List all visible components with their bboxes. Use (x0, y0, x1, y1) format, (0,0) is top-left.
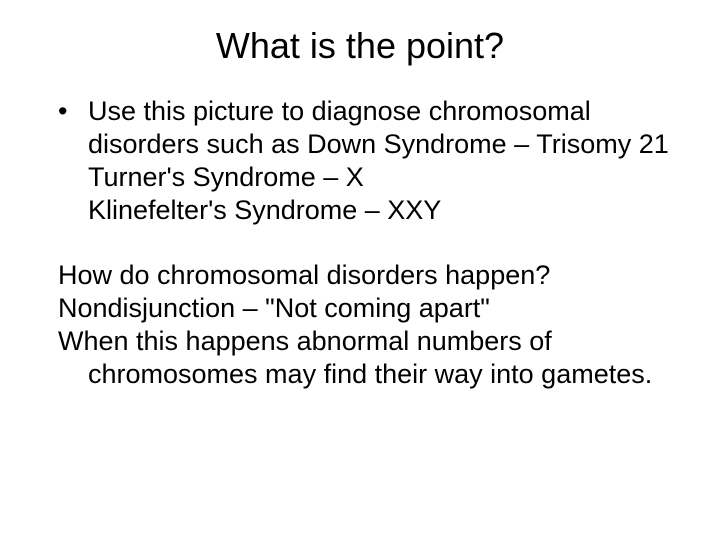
slide-title: What is the point? (30, 25, 690, 67)
body-line-3: When this happens abnormal numbers of ch… (58, 325, 690, 391)
bullet-section: • Use this picture to diagnose chromosom… (30, 95, 690, 227)
bullet-line-3: Klinefelter's Syndrome – XXY (88, 194, 690, 227)
body-section: How do chromosomal disorders happen? Non… (30, 259, 690, 391)
bullet-line-2: Turner's Syndrome – X (88, 161, 690, 194)
bullet-marker: • (58, 95, 67, 128)
body-line-1: How do chromosomal disorders happen? (58, 259, 690, 292)
body-line-2: Nondisjunction – "Not coming apart" (58, 292, 690, 325)
bullet-line-1: Use this picture to diagnose chromosomal… (88, 95, 690, 161)
